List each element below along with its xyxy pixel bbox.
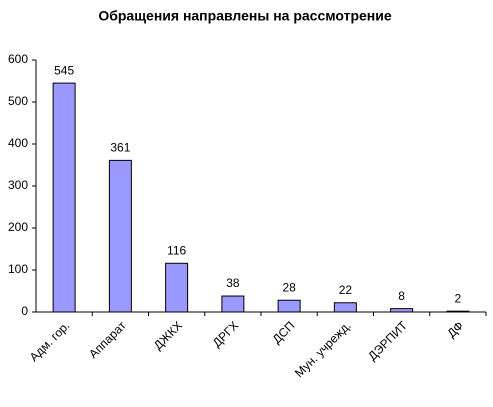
chart-title: Обращения направлены на рассмотрение xyxy=(98,8,392,24)
y-tick-label: 500 xyxy=(8,94,28,108)
bar xyxy=(52,82,76,313)
bar xyxy=(333,302,357,313)
data-label: 2 xyxy=(455,291,462,305)
data-label: 22 xyxy=(339,283,353,297)
y-tick-label: 400 xyxy=(8,136,28,150)
y-tick-label: 200 xyxy=(8,220,28,234)
bar xyxy=(165,262,189,313)
y-tick-label: 300 xyxy=(8,178,28,192)
bar xyxy=(446,310,470,313)
data-label: 38 xyxy=(226,276,240,290)
data-label: 545 xyxy=(54,63,74,77)
data-label: 116 xyxy=(167,243,186,257)
data-label: 361 xyxy=(110,141,130,155)
data-label: 28 xyxy=(282,280,296,294)
bar xyxy=(390,308,414,313)
bar xyxy=(221,295,245,313)
data-label: 8 xyxy=(398,289,405,303)
y-tick-label: 600 xyxy=(8,52,28,66)
y-tick-label: 0 xyxy=(21,304,28,318)
y-tick-label: 100 xyxy=(8,262,28,276)
bar xyxy=(108,159,132,313)
bar xyxy=(277,299,301,313)
